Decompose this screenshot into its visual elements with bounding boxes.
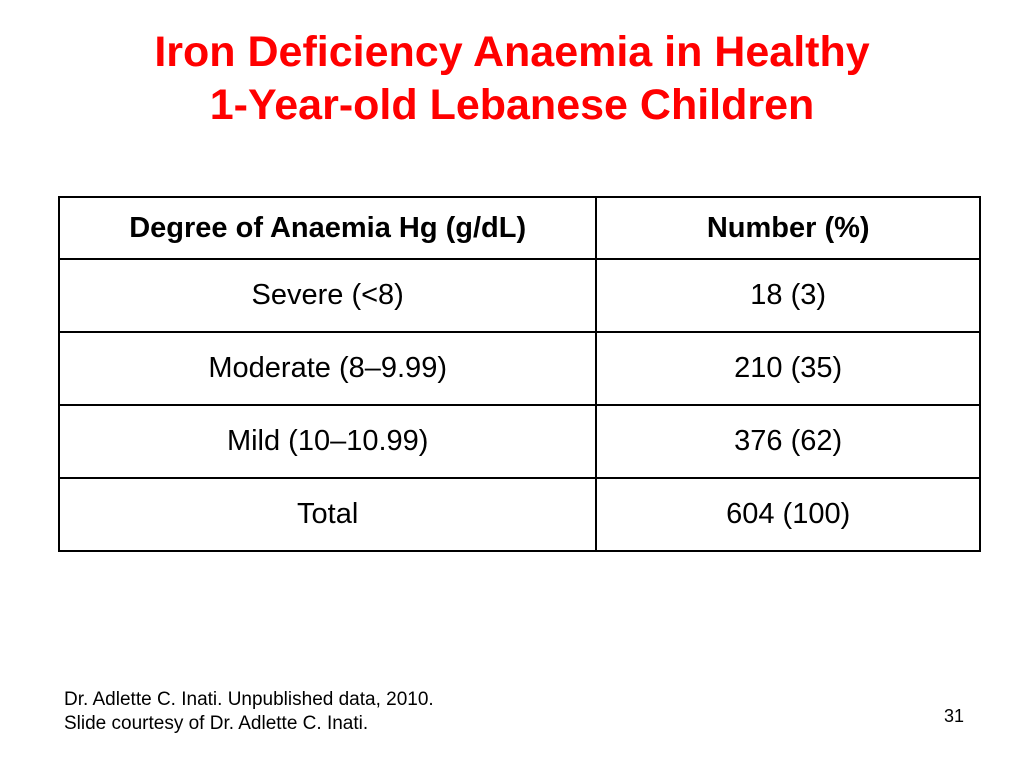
source-citation: Dr. Adlette C. Inati. Unpublished data, … xyxy=(64,688,434,736)
table-row: Severe (<8) 18 (3) xyxy=(57,258,981,333)
anaemia-table: Degree of Anaemia Hg (g/dL) Number (%) S… xyxy=(57,196,981,552)
cell-degree: Moderate (8–9.99) xyxy=(57,331,598,406)
cell-number: 604 (100) xyxy=(595,477,981,552)
header-degree: Degree of Anaemia Hg (g/dL) xyxy=(57,196,598,260)
cell-degree: Total xyxy=(57,477,598,552)
table-row: Total 604 (100) xyxy=(57,477,981,552)
cell-degree: Mild (10–10.99) xyxy=(57,404,598,479)
title-line-1: Iron Deficiency Anaemia in Healthy xyxy=(154,28,870,76)
table-header-row: Degree of Anaemia Hg (g/dL) Number (%) xyxy=(57,196,981,260)
cell-number: 210 (35) xyxy=(595,331,981,406)
table-row: Mild (10–10.99) 376 (62) xyxy=(57,404,981,479)
slide-title: Iron Deficiency Anaemia in Healthy 1-Yea… xyxy=(0,26,1024,132)
source-line-1: Dr. Adlette C. Inati. Unpublished data, … xyxy=(64,689,434,710)
header-number: Number (%) xyxy=(595,196,981,260)
page-number: 31 xyxy=(943,706,964,726)
source-line-2: Slide courtesy of Dr. Adlette C. Inati. xyxy=(64,713,369,734)
cell-number: 18 (3) xyxy=(595,258,981,333)
cell-degree: Severe (<8) xyxy=(57,258,598,333)
title-line-2: 1-Year-old Lebanese Children xyxy=(209,81,815,129)
cell-number: 376 (62) xyxy=(595,404,981,479)
table-row: Moderate (8–9.99) 210 (35) xyxy=(57,331,981,406)
